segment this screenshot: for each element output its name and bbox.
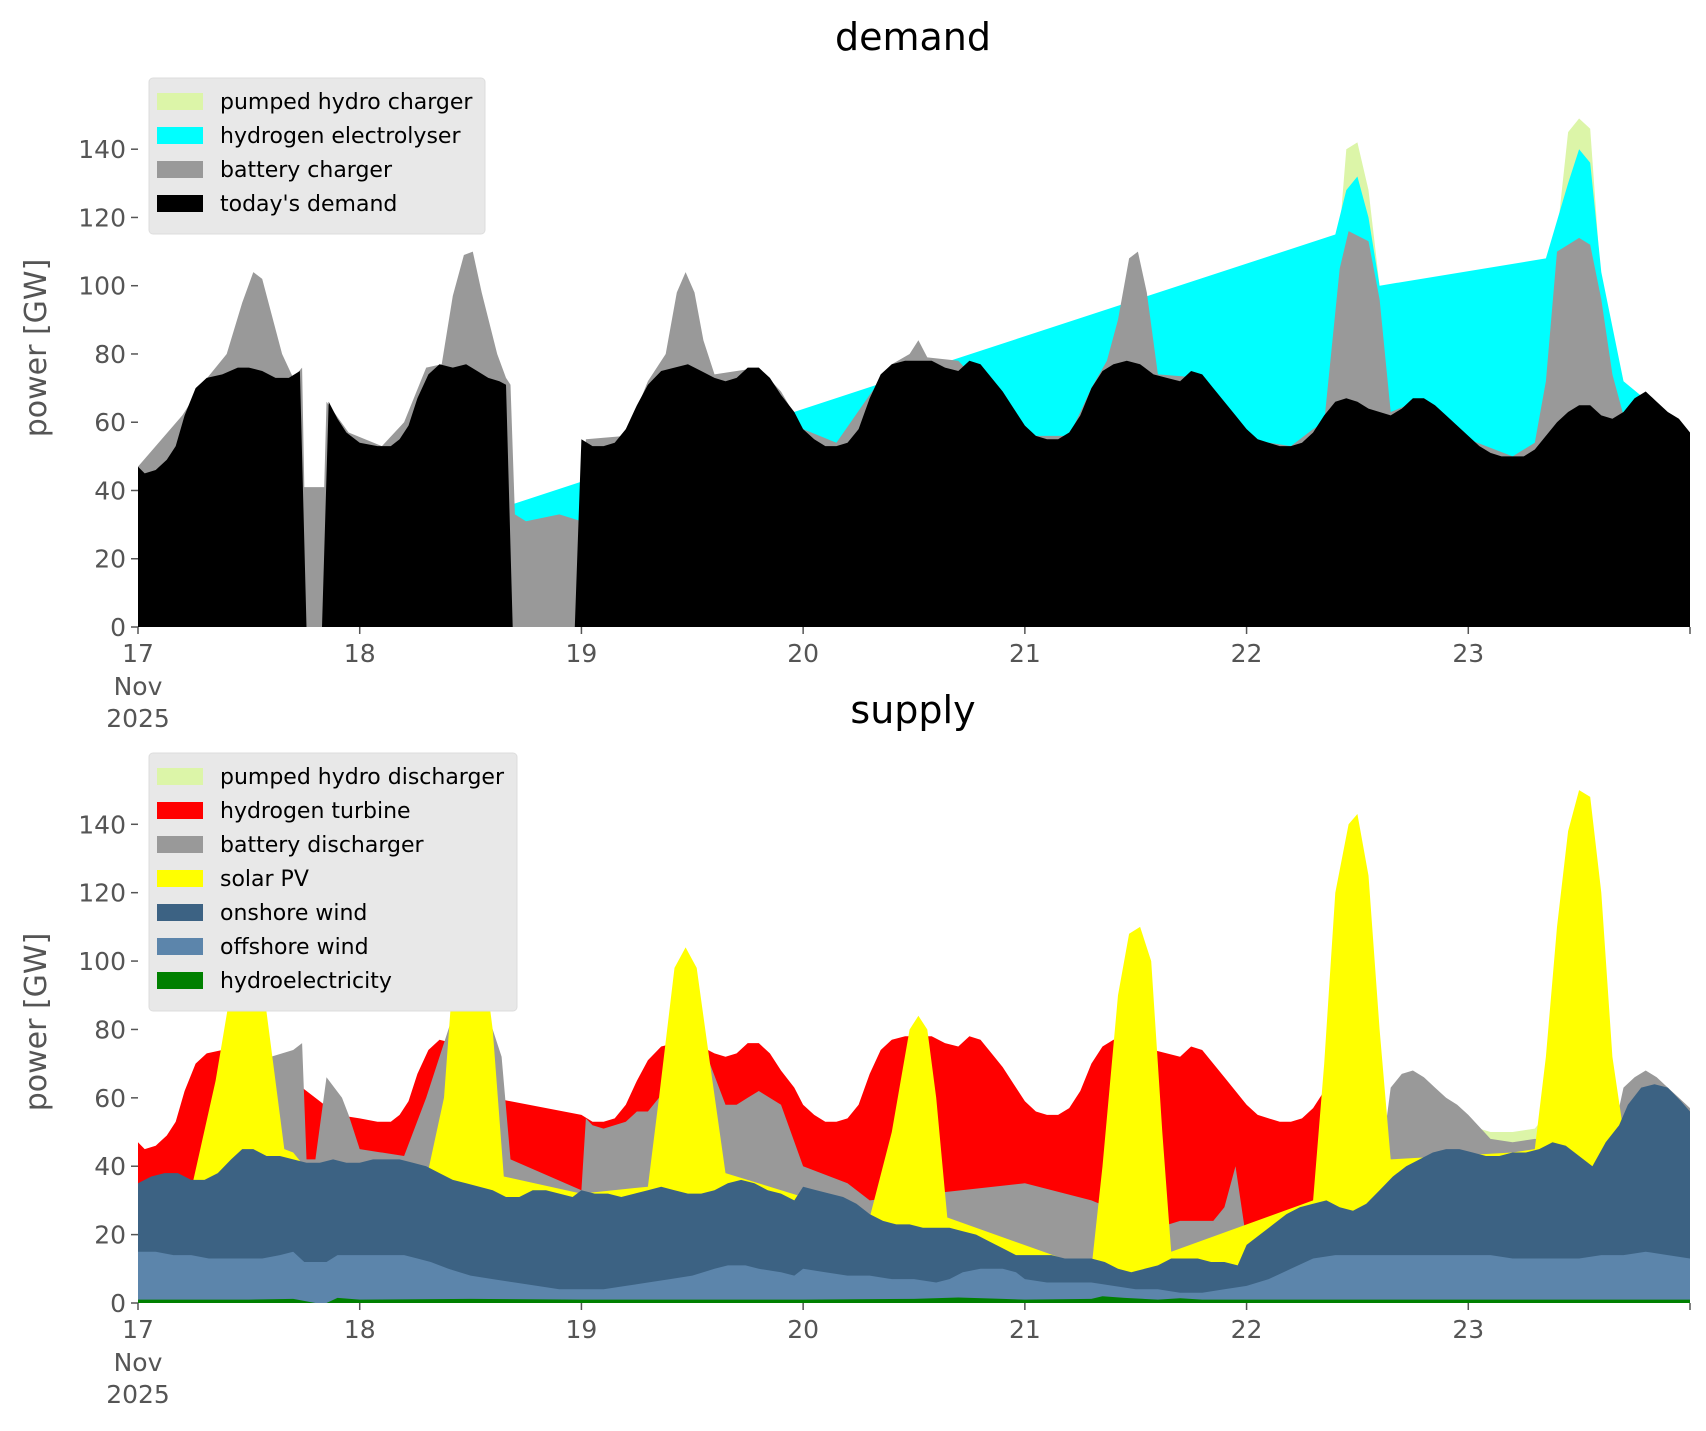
legend-label-battery-charger: battery charger xyxy=(220,158,393,183)
y-tick-label: 100 xyxy=(78,272,126,301)
supply-title: supply xyxy=(850,688,975,732)
y-tick-label: 100 xyxy=(78,947,126,976)
x-tick-year: 2025 xyxy=(106,704,170,733)
legend-label-today-s-demand: today's demand xyxy=(220,192,397,217)
legend-box xyxy=(148,77,486,235)
y-tick-label: 0 xyxy=(110,1289,126,1318)
area-hydroelectricity xyxy=(138,1296,1690,1303)
legend-swatch-hydrogen-electrolyser xyxy=(157,127,203,144)
supply-panel: supply power [GW] 0 20 40 60 80 100 120 140 17 No… xyxy=(19,688,1691,1409)
demand-y-axis-label: power [GW] xyxy=(19,259,54,438)
x-tick-year: 2025 xyxy=(106,1380,170,1409)
legend-box xyxy=(148,752,518,1012)
x-tick-label: 17 xyxy=(122,639,154,668)
y-tick-label: 20 xyxy=(94,1221,126,1250)
x-tick-month: Nov xyxy=(114,672,163,701)
area-onshore-wind xyxy=(138,1084,1690,1303)
supply-axes: 0 20 40 60 80 100 120 140 17 Nov 2025 18 19 20 21 22 23 xyxy=(78,810,1691,1409)
legend-swatch-pumped-hydro-discharger xyxy=(157,768,203,785)
x-tick-label: 18 xyxy=(344,1315,376,1344)
x-tick-label: 23 xyxy=(1452,639,1484,668)
legend-swatch-battery-discharger xyxy=(157,836,203,853)
legend-label-hydroelectricity: hydroelectricity xyxy=(220,969,392,994)
demand-legend: pumped hydro charger hydrogen electrolyse… xyxy=(148,77,486,235)
supply-areas xyxy=(138,790,1690,1303)
legend-swatch-offshore-wind xyxy=(157,938,203,955)
x-tick-label: 20 xyxy=(787,639,819,668)
x-tick-label: 20 xyxy=(787,1315,819,1344)
x-tick-label: 19 xyxy=(566,639,598,668)
x-tick-label: 21 xyxy=(1009,1315,1041,1344)
legend-swatch-battery-charger xyxy=(157,161,203,178)
supply-y-axis-label: power [GW] xyxy=(19,933,54,1112)
y-tick-label: 120 xyxy=(78,879,126,908)
legend-label-battery-discharger: battery discharger xyxy=(220,833,425,858)
legend-label-pumped-hydro-discharger: pumped hydro discharger xyxy=(220,765,505,790)
y-tick-label: 40 xyxy=(94,476,126,505)
y-tick-label: 60 xyxy=(94,1084,126,1113)
supply-legend: pumped hydro discharger hydrogen turbine b… xyxy=(148,752,518,1012)
y-tick-label: 20 xyxy=(94,545,126,574)
y-tick-label: 120 xyxy=(78,203,126,232)
legend-swatch-hydrogen-turbine xyxy=(157,802,203,819)
y-tick-label: 80 xyxy=(94,340,126,369)
y-tick-label: 40 xyxy=(94,1152,126,1181)
x-tick-month: Nov xyxy=(114,1348,163,1377)
demand-areas xyxy=(138,118,1690,627)
y-tick-label: 0 xyxy=(110,613,126,642)
y-tick-label: 140 xyxy=(78,135,126,164)
demand-title: demand xyxy=(835,15,991,59)
legend-label-onshore-wind: onshore wind xyxy=(220,901,367,926)
legend-label-offshore-wind: offshore wind xyxy=(220,935,369,960)
x-tick-label: 18 xyxy=(344,639,376,668)
x-tick-label: 17 xyxy=(122,1315,154,1344)
x-tick-label: 22 xyxy=(1231,1315,1263,1344)
y-tick-label: 80 xyxy=(94,1015,126,1044)
legend-label-solar-pv: solar PV xyxy=(220,867,309,892)
area-offshore-wind xyxy=(138,1251,1690,1303)
legend-swatch-solar-pv xyxy=(157,870,203,887)
y-tick-label: 140 xyxy=(78,810,126,839)
legend-label-pumped-hydro-charger: pumped hydro charger xyxy=(220,90,473,115)
legend-swatch-hydroelectricity xyxy=(157,972,203,989)
legend-swatch-onshore-wind xyxy=(157,904,203,921)
legend-swatch-today-s-demand xyxy=(157,195,203,212)
area-today-s-demand xyxy=(138,360,1690,627)
x-tick-label: 21 xyxy=(1009,639,1041,668)
area-solar-pv xyxy=(138,790,1690,1303)
x-tick-label: 22 xyxy=(1231,639,1263,668)
demand-panel: demand power [GW] 0 20 40 60 80 100 120 140 17 No… xyxy=(19,15,1691,733)
y-tick-label: 60 xyxy=(94,408,126,437)
legend-label-hydrogen-turbine: hydrogen turbine xyxy=(220,799,411,824)
demand-axes: 0 20 40 60 80 100 120 140 17 Nov 2025 18 19 20 21 22 23 xyxy=(78,135,1691,733)
x-tick-label: 19 xyxy=(566,1315,598,1344)
legend-label-hydrogen-electrolyser: hydrogen electrolyser xyxy=(220,124,461,149)
x-tick-label: 23 xyxy=(1452,1315,1484,1344)
legend-swatch-pumped-hydro-charger xyxy=(157,93,203,110)
